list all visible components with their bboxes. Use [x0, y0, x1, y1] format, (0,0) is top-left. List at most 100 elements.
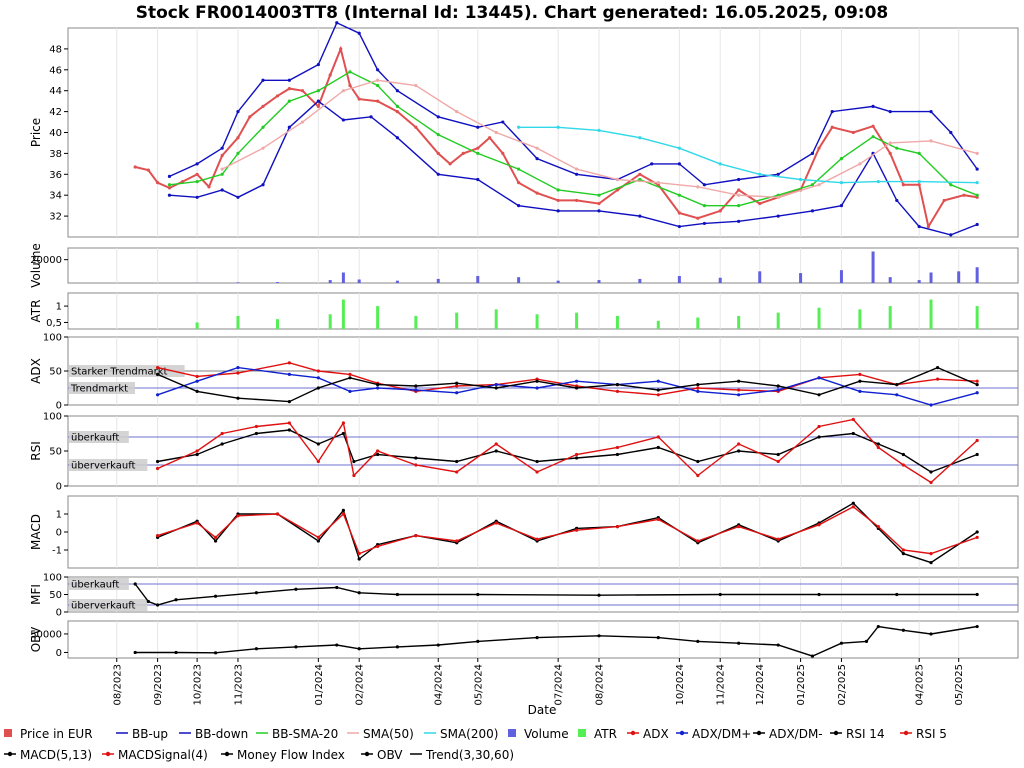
bar: [917, 280, 921, 283]
legend-label: BB-down: [195, 727, 248, 741]
data-point: [574, 167, 579, 171]
data-point: [376, 99, 380, 103]
legend-swatch-dot: [756, 730, 762, 736]
data-point: [574, 386, 579, 390]
data-point: [287, 372, 291, 376]
data-point: [414, 384, 418, 388]
data-point: [817, 523, 821, 527]
y-tick-label: 42: [49, 107, 62, 118]
data-point: [348, 70, 352, 74]
data-point: [851, 505, 855, 509]
data-point: [287, 361, 291, 365]
series-bb_down: [167, 99, 979, 237]
data-point: [275, 94, 280, 98]
x-tick-label: 07/2024: [554, 664, 565, 706]
data-point: [975, 379, 979, 383]
data-point: [737, 388, 741, 392]
data-point: [776, 388, 780, 392]
reference-label: überkauft: [71, 433, 119, 444]
bar: [494, 309, 498, 329]
x-tick-label: 02/2024: [355, 664, 366, 706]
data-point: [348, 372, 352, 376]
legend-item-dm_minus: ADX/DM-: [753, 727, 823, 741]
x-tick-label: 01/2025: [796, 664, 807, 706]
data-point: [615, 452, 620, 457]
x-tick-label: 10/2023: [193, 664, 204, 706]
data-point: [876, 442, 880, 446]
data-point: [167, 193, 172, 197]
y-tick-label: 44: [49, 86, 62, 97]
y-tick-label: 0: [56, 528, 62, 539]
x-tick-label: 10/2024: [675, 664, 686, 706]
series-sma50: [220, 78, 979, 199]
data-point: [236, 371, 240, 375]
data-point: [287, 421, 291, 425]
data-point: [696, 383, 700, 387]
y-tick-label: 50: [49, 367, 62, 378]
data-point: [615, 525, 620, 529]
data-point: [696, 389, 700, 393]
data-point: [888, 141, 892, 145]
x-tick-label: 05/2025: [954, 664, 965, 706]
data-point: [901, 548, 905, 552]
data-point: [341, 508, 345, 512]
data-point: [535, 470, 539, 474]
data-point: [316, 376, 320, 380]
data-point: [677, 193, 681, 197]
data-point: [574, 456, 579, 460]
data-point: [316, 535, 320, 540]
reference-label-box: [69, 599, 148, 611]
data-point: [975, 222, 979, 227]
data-point: [615, 389, 620, 393]
legend-label: Price in EUR: [20, 727, 93, 741]
data-point: [494, 521, 498, 525]
data-point: [376, 78, 380, 82]
data-point: [758, 172, 762, 176]
reference-label: Starker Trendmarkt: [71, 367, 168, 378]
panel-adx: ADX 0 50 100 Starker Trendmarkt Trendmarkt: [29, 333, 1019, 412]
data-point: [174, 598, 178, 602]
data-point: [656, 445, 660, 450]
data-point: [656, 379, 660, 383]
data-point: [615, 445, 620, 450]
bar: [656, 320, 660, 329]
data-point: [357, 31, 361, 35]
data-point: [213, 535, 218, 540]
data-point: [414, 463, 418, 467]
data-point: [167, 183, 172, 187]
data-point: [155, 459, 160, 464]
bar: [975, 306, 979, 329]
legend-item-bb_sma20: BB-SMA-20: [256, 727, 338, 741]
x-tick-label: 11/2023: [233, 664, 244, 706]
data-point: [535, 157, 539, 161]
data-point: [638, 214, 642, 218]
data-point: [597, 634, 601, 638]
data-point: [556, 198, 560, 203]
legend-item-macd: MACD(5,13): [4, 748, 92, 762]
bar: [455, 312, 459, 329]
data-point: [352, 459, 356, 464]
data-point: [195, 180, 199, 184]
data-point: [696, 185, 700, 189]
data-point: [316, 104, 320, 108]
data-point: [817, 435, 821, 439]
bar: [597, 280, 601, 283]
y-tick-label: 1: [56, 510, 62, 521]
data-point: [316, 539, 320, 543]
panel-frame: [67, 415, 1019, 487]
data-point: [476, 639, 480, 643]
data-point: [395, 136, 400, 140]
data-point: [615, 177, 620, 182]
bar: [776, 312, 780, 329]
y-tick-label: 32: [49, 212, 62, 223]
data-point: [851, 431, 855, 436]
data-point: [901, 463, 905, 467]
data-point: [448, 162, 452, 166]
data-point: [316, 386, 320, 390]
data-point: [871, 124, 875, 128]
data-point: [254, 647, 259, 651]
bar: [696, 317, 700, 329]
data-point: [737, 193, 741, 197]
data-point: [975, 167, 979, 171]
panel-price: Price 32 34 36 38 40 42 44 46 48: [29, 21, 1019, 238]
